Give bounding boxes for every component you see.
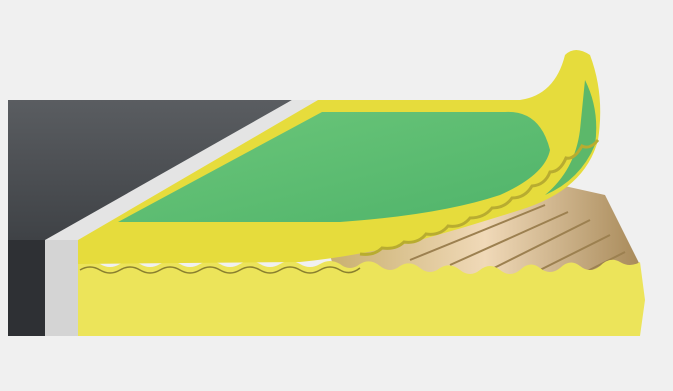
ridge-line xyxy=(449,211,569,266)
wave-line xyxy=(79,266,361,274)
green-top-surface xyxy=(118,111,550,222)
ridge-line xyxy=(489,219,591,271)
ridge-line xyxy=(529,234,611,276)
curl-green-edge xyxy=(545,80,597,195)
dark-front-face xyxy=(8,240,45,336)
lower-foam-front xyxy=(78,240,645,336)
ridge-line xyxy=(409,204,546,261)
curl-wave-edge xyxy=(359,139,600,256)
dark-top-face xyxy=(8,100,292,240)
white-stripe-front xyxy=(45,240,78,336)
white-stripe-top xyxy=(45,100,318,240)
